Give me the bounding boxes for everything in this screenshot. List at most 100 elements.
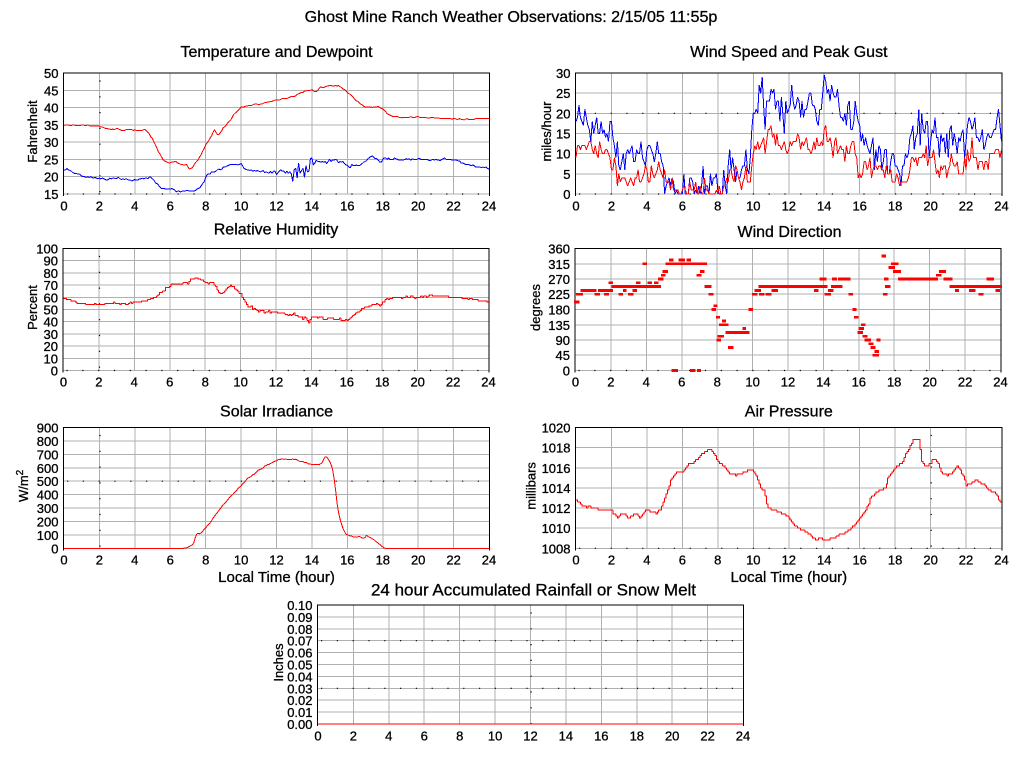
- svg-text:16: 16: [340, 553, 354, 568]
- svg-text:24: 24: [993, 375, 1007, 390]
- svg-text:20: 20: [556, 106, 570, 121]
- svg-text:10: 10: [44, 351, 58, 366]
- svg-text:14: 14: [817, 553, 831, 568]
- svg-text:50: 50: [44, 303, 58, 318]
- svg-text:180: 180: [548, 303, 570, 318]
- svg-text:0.07: 0.07: [287, 634, 312, 649]
- svg-text:1008: 1008: [542, 541, 571, 556]
- svg-text:Fahrenheit: Fahrenheit: [25, 100, 40, 163]
- svg-text:Wind Direction: Wind Direction: [737, 224, 841, 241]
- svg-text:0: 0: [60, 375, 67, 390]
- svg-text:2: 2: [607, 375, 614, 390]
- svg-text:0: 0: [51, 541, 58, 556]
- svg-text:20: 20: [922, 375, 936, 390]
- svg-text:8: 8: [714, 553, 721, 568]
- svg-text:2: 2: [96, 553, 103, 568]
- svg-text:18: 18: [888, 199, 902, 214]
- svg-text:0.03: 0.03: [287, 681, 312, 696]
- svg-text:400: 400: [37, 488, 59, 503]
- svg-text:10: 10: [746, 553, 760, 568]
- svg-text:0.04: 0.04: [287, 669, 312, 684]
- svg-text:0: 0: [51, 364, 58, 379]
- svg-text:1012: 1012: [542, 501, 571, 516]
- svg-text:10: 10: [233, 375, 247, 390]
- svg-text:35: 35: [44, 118, 58, 133]
- svg-text:4: 4: [385, 729, 392, 744]
- svg-text:20: 20: [410, 375, 424, 390]
- svg-text:4: 4: [131, 375, 138, 390]
- svg-text:1016: 1016: [542, 461, 571, 476]
- svg-text:40: 40: [44, 101, 58, 116]
- svg-text:25: 25: [556, 86, 570, 101]
- svg-text:10: 10: [556, 147, 570, 162]
- svg-text:12: 12: [782, 199, 796, 214]
- svg-text:0: 0: [60, 553, 67, 568]
- svg-text:50: 50: [44, 66, 58, 81]
- svg-text:20: 20: [923, 553, 937, 568]
- svg-text:2: 2: [608, 199, 615, 214]
- svg-text:12: 12: [269, 199, 283, 214]
- svg-text:Air Pressure: Air Pressure: [745, 404, 833, 421]
- svg-text:16: 16: [340, 199, 354, 214]
- svg-text:0: 0: [563, 187, 570, 202]
- svg-text:5: 5: [563, 167, 570, 182]
- svg-text:600: 600: [37, 461, 59, 476]
- svg-text:80: 80: [44, 266, 58, 281]
- svg-text:18: 18: [376, 199, 390, 214]
- svg-text:30: 30: [556, 66, 570, 81]
- svg-text:900: 900: [37, 421, 59, 436]
- svg-text:10: 10: [234, 199, 248, 214]
- svg-text:0.05: 0.05: [287, 658, 312, 673]
- svg-text:315: 315: [548, 257, 570, 272]
- svg-text:12: 12: [782, 553, 796, 568]
- svg-text:22: 22: [446, 199, 460, 214]
- svg-text:20: 20: [665, 729, 679, 744]
- svg-text:700: 700: [37, 447, 59, 462]
- svg-text:14: 14: [559, 729, 573, 744]
- svg-text:degrees: degrees: [528, 284, 543, 331]
- svg-text:8: 8: [202, 375, 209, 390]
- svg-text:0: 0: [314, 729, 321, 744]
- svg-text:W/m2: W/m2: [15, 469, 31, 502]
- svg-text:0.06: 0.06: [287, 646, 312, 661]
- svg-text:6: 6: [679, 199, 686, 214]
- svg-text:225: 225: [548, 287, 570, 302]
- svg-text:16: 16: [852, 199, 866, 214]
- svg-text:Inches: Inches: [271, 643, 286, 682]
- svg-text:0.01: 0.01: [287, 705, 312, 720]
- svg-text:10: 10: [746, 199, 760, 214]
- svg-text:24: 24: [482, 199, 496, 214]
- svg-text:14: 14: [305, 199, 319, 214]
- svg-text:Percent: Percent: [25, 285, 40, 330]
- svg-text:1014: 1014: [542, 481, 571, 496]
- svg-text:16: 16: [340, 375, 354, 390]
- svg-text:800: 800: [37, 434, 59, 449]
- svg-text:22: 22: [958, 375, 972, 390]
- svg-text:0: 0: [563, 364, 570, 379]
- svg-text:20: 20: [923, 199, 937, 214]
- svg-text:22: 22: [446, 375, 460, 390]
- svg-text:1010: 1010: [542, 521, 571, 536]
- svg-text:24: 24: [481, 375, 495, 390]
- svg-text:6: 6: [421, 729, 428, 744]
- svg-text:100: 100: [37, 528, 59, 543]
- svg-text:18: 18: [887, 375, 901, 390]
- svg-text:16: 16: [594, 729, 608, 744]
- svg-text:12: 12: [269, 553, 283, 568]
- svg-text:0: 0: [572, 553, 579, 568]
- svg-text:70: 70: [44, 278, 58, 293]
- svg-text:20: 20: [411, 199, 425, 214]
- svg-text:18: 18: [630, 729, 644, 744]
- svg-text:24 hour Accumulated Rainfall o: 24 hour Accumulated Rainfall or Snow Mel…: [371, 581, 696, 600]
- svg-text:14: 14: [305, 553, 319, 568]
- svg-text:0.02: 0.02: [287, 693, 312, 708]
- svg-text:270: 270: [548, 272, 570, 287]
- svg-text:16: 16: [852, 375, 866, 390]
- svg-text:500: 500: [37, 474, 59, 489]
- svg-text:Wind Speed and Peak Gust: Wind Speed and Peak Gust: [690, 44, 888, 61]
- svg-text:1020: 1020: [542, 421, 571, 436]
- svg-text:2: 2: [350, 729, 357, 744]
- svg-text:24: 24: [994, 553, 1008, 568]
- svg-text:18: 18: [888, 553, 902, 568]
- svg-text:8: 8: [202, 199, 209, 214]
